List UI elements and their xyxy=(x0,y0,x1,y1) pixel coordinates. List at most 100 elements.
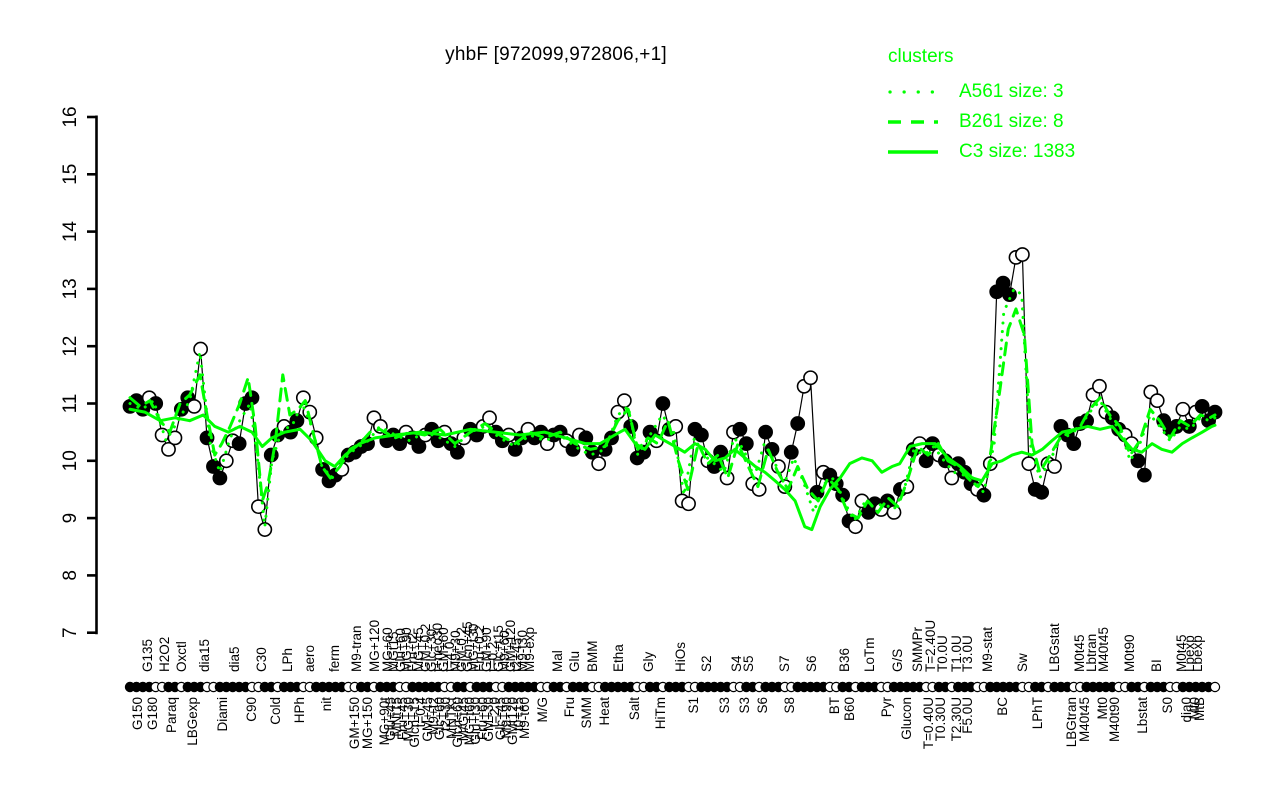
x-axis-label: M40t45 xyxy=(1077,697,1092,742)
data-point-filled xyxy=(995,275,1011,291)
data-point-filled xyxy=(1130,453,1146,469)
x-axis-label: S3 xyxy=(717,697,732,714)
x-axis-label: MG+120 xyxy=(367,620,382,672)
x-axis-label: F5.0U xyxy=(960,697,975,734)
x-axis-label: Glcn+15 xyxy=(407,697,422,748)
x-axis-label: dia0 xyxy=(1179,697,1194,723)
data-point-open xyxy=(681,496,696,512)
x-axis-label: M9-exp xyxy=(522,627,537,672)
data-point-open xyxy=(1175,401,1191,417)
x-axis-label: MG+150 xyxy=(360,697,375,749)
x-axis-label: MG+90t xyxy=(377,697,392,746)
x-axis-label: Glcn+60 xyxy=(450,697,465,748)
x-axis-label: BT xyxy=(827,697,842,714)
x-axis-label: LBGexp xyxy=(185,697,200,746)
x-axis-label: LBGtran xyxy=(1064,697,1079,747)
x-axis-label: G/S xyxy=(890,649,905,672)
x-axis-label: Fru+t2 xyxy=(405,633,420,672)
x-axis-label: Etha xyxy=(611,644,626,672)
cluster-line-b261 xyxy=(128,307,1217,520)
legend-row-c3: C3 size: 1383 xyxy=(888,137,1075,167)
x-axis-label: H2O2 xyxy=(157,637,172,672)
data-point-open xyxy=(886,504,902,520)
x-axis-label: Cold xyxy=(268,697,283,725)
y-axis-tick-label: 13 xyxy=(60,278,81,299)
data-point-open xyxy=(161,441,176,457)
x-axis-label: HiTm xyxy=(653,697,668,729)
x-axis-label: MtB xyxy=(1192,697,1207,721)
x-axis-label: BC xyxy=(995,697,1010,716)
x-axis-label: Lbstat xyxy=(1135,697,1150,734)
x-axis-label: GMt120 xyxy=(505,697,520,745)
y-axis-tick-label: 11 xyxy=(60,394,81,414)
data-point-filled xyxy=(918,453,934,469)
x-axis-label: MG+30 xyxy=(401,697,416,742)
chart-title: yhbF [972099,972806,+1] xyxy=(445,44,667,65)
x-axis-label: MG+90 xyxy=(399,627,414,672)
data-point-filled xyxy=(206,459,221,474)
x-axis-label: M0t90 xyxy=(1122,634,1137,672)
x-axis-label: S1 xyxy=(686,697,701,714)
x-axis-label: T0.30U xyxy=(933,697,948,741)
x-axis-label: t=4.0 xyxy=(442,642,457,672)
x-axis-label: M9-tran xyxy=(349,625,364,672)
y-axis-tick-label: 7 xyxy=(60,627,81,638)
x-axis-label: B36 xyxy=(837,648,852,672)
data-point-filled xyxy=(732,421,748,437)
data-point-open xyxy=(257,522,273,537)
data-point-open xyxy=(803,370,818,386)
data-point-filled xyxy=(655,396,671,411)
y-axis: 7 8 9 10 11 12 13 14 15 16 xyxy=(60,106,98,638)
data-point-open xyxy=(1092,378,1107,394)
x-axis-label: S7 xyxy=(777,655,792,672)
x-axis-label: G135 xyxy=(140,639,155,672)
data-point-open xyxy=(167,430,183,446)
data-point-open xyxy=(719,470,735,486)
x-axis-label: MG+t60 xyxy=(462,697,477,745)
data-point-filled xyxy=(790,416,806,431)
condition-strip xyxy=(124,681,1221,693)
x-axis-label: HiOs xyxy=(673,642,688,672)
data-point-open xyxy=(591,456,607,472)
data-point-open xyxy=(1149,393,1165,409)
x-axis-label: Glc+45 xyxy=(493,697,508,740)
x-axis-label: Glu+60 xyxy=(393,628,408,672)
x-axis-label: S3 xyxy=(737,697,752,714)
cluster-polyline xyxy=(128,407,1217,532)
x-axis-label: Lbexp xyxy=(1190,635,1205,672)
x-axis-label: Fru+60 xyxy=(475,697,490,740)
x-axis-label: aero xyxy=(302,645,317,672)
x-axis-label: M/G xyxy=(535,697,550,723)
x-axis-label: S5 xyxy=(741,655,756,672)
x-axis-label: S8 xyxy=(782,697,797,714)
x-axis-label: M9+t2 xyxy=(426,697,441,735)
data-point-filled xyxy=(976,487,992,503)
x-axis-label: MG+t30 xyxy=(466,624,481,672)
x-axis-label: Diami xyxy=(215,697,230,732)
x-axis-label: S2 xyxy=(699,655,714,672)
x-axis-label: t2+30 xyxy=(438,697,453,731)
data-point-filled xyxy=(738,436,754,452)
x-axis-label: Lbtran xyxy=(1084,634,1099,672)
y-axis-tick-label: 15 xyxy=(60,164,81,185)
x-axis-label: LoTm xyxy=(862,637,877,672)
x-axis-label: GM+45 xyxy=(420,697,435,742)
x-axis-label: M9+60 xyxy=(497,630,512,672)
legend-row-a561: A561 size: 3 xyxy=(888,77,1075,107)
x-axis-label: M/Gt45 xyxy=(456,697,471,741)
x-axis-label: M9-stat xyxy=(980,627,995,672)
x-axis-label: MGt15 xyxy=(386,631,401,672)
data-point-open xyxy=(944,470,960,486)
x-axis-label: C30 xyxy=(254,647,269,672)
x-axis-label: MG+60 xyxy=(380,627,395,672)
data-point-open xyxy=(1047,459,1062,474)
x-axis-label: LPhT xyxy=(1030,697,1045,729)
x-axis-label: GM+60 xyxy=(436,627,451,672)
x-axis-label: MG+45 xyxy=(411,627,426,672)
data-point-filled xyxy=(212,470,228,486)
x-axis-label: Mt0 xyxy=(1095,697,1110,720)
data-point-open xyxy=(616,393,632,409)
x-axis-label: T2.30U xyxy=(949,697,964,741)
data-point-open xyxy=(1014,247,1030,262)
